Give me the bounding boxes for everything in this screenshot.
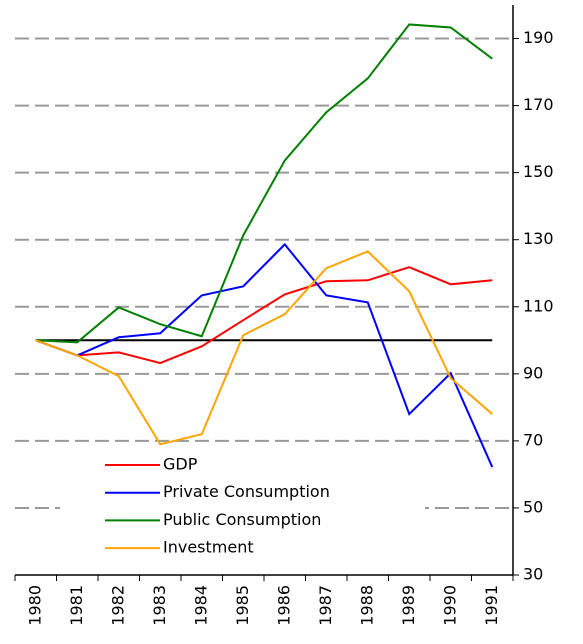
x-tick-label: 1985 <box>233 585 252 626</box>
x-tick-label: 1987 <box>316 585 335 626</box>
y-tick-label: 70 <box>523 430 543 449</box>
y-tick-label: 50 <box>523 497 543 516</box>
legend-label: Public Consumption <box>163 510 321 529</box>
legend-label: Investment <box>163 538 254 557</box>
series-line <box>35 250 493 446</box>
x-tick-label: 1990 <box>440 585 459 626</box>
series-line <box>35 23 493 344</box>
legend-label: Private Consumption <box>163 482 330 501</box>
x-tick-label: 1982 <box>108 585 127 626</box>
y-tick-label: 190 <box>523 28 554 47</box>
y-tick-label: 110 <box>523 296 554 315</box>
y-tick-label: 130 <box>523 229 554 248</box>
x-tick-label: 1988 <box>357 585 376 626</box>
legend-label: GDP <box>163 455 198 474</box>
x-tick-label: 1984 <box>191 585 210 626</box>
legend-background <box>60 453 425 561</box>
x-tick-label: 1991 <box>482 585 501 626</box>
x-tick-label: 1981 <box>67 585 86 626</box>
series-line <box>35 266 493 365</box>
y-tick-label: 90 <box>523 363 543 382</box>
x-tick-label: 1980 <box>25 585 44 626</box>
series-line <box>35 242 494 468</box>
x-tick-label: 1989 <box>399 585 418 626</box>
y-tick-label: 150 <box>523 162 554 181</box>
x-tick-label: 1983 <box>150 585 169 626</box>
x-tick-label: 1986 <box>274 585 293 626</box>
y-tick-label: 170 <box>523 95 554 114</box>
y-tick-label: 30 <box>523 565 543 584</box>
